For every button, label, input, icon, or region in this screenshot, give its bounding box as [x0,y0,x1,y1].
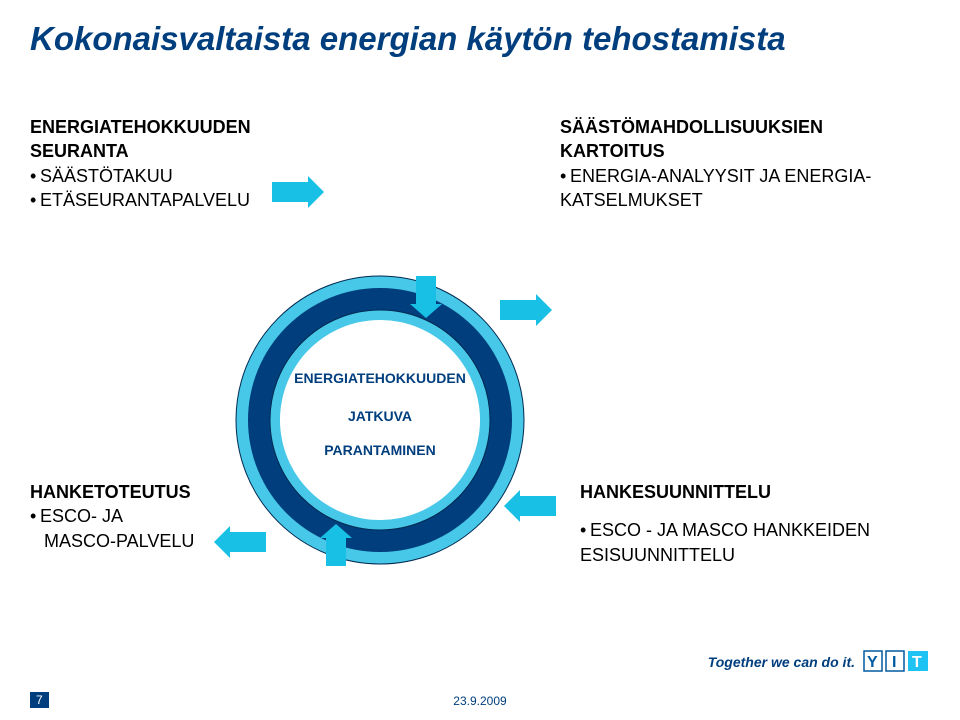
arrow-br-to-ring [520,496,556,516]
center-line-3: PARANTAMINEN [280,442,480,458]
yit-logo: YIT [862,647,932,680]
footer-date: 23.9.2009 [453,694,506,708]
arrow-tl-to-ring [272,182,308,202]
arrow-ring-to-tr [500,300,536,320]
svg-text:I: I [892,654,896,671]
cycle-ring [0,0,960,720]
center-line-1: ENERGIATEHOKKUUDEN [280,370,480,386]
center-line-2: JATKUVA [280,408,480,424]
arrow-ring-top-down [416,276,436,304]
arrow-ring-to-bl [230,532,266,552]
svg-text:T: T [912,654,922,671]
footer-page-number: 7 [30,692,49,708]
footer-tagline: Together we can do it. [708,654,855,670]
arrow-ring-bottom-up [326,538,346,566]
svg-text:Y: Y [867,654,878,671]
